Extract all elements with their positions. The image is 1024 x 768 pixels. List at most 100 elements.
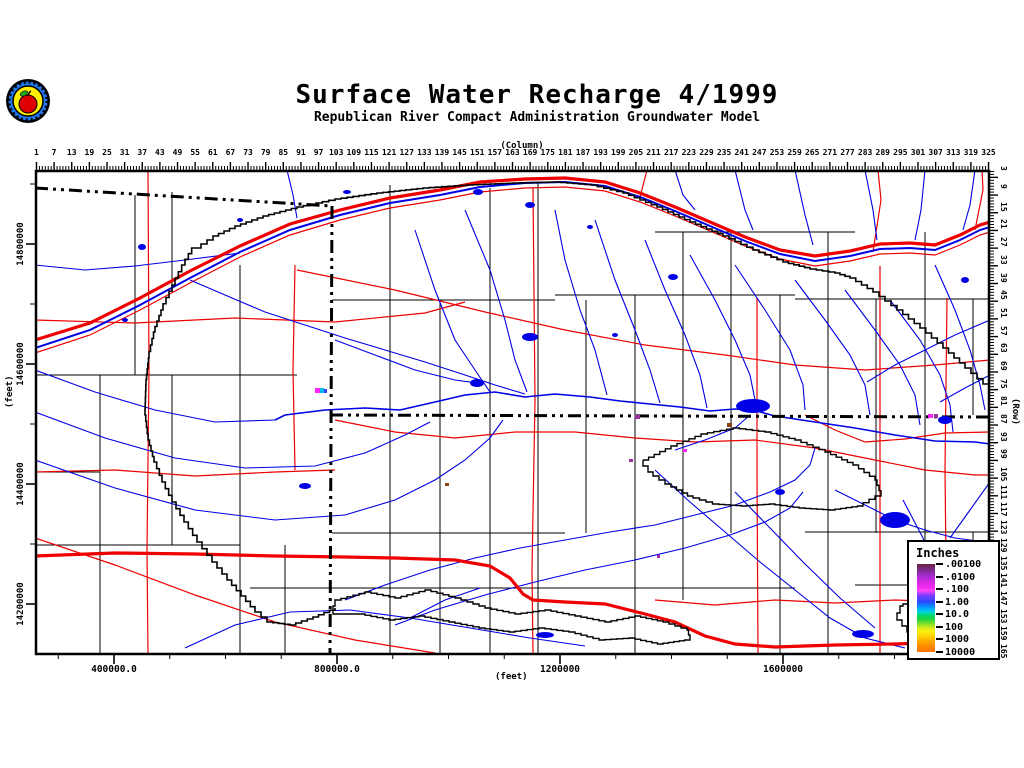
legend-entry-label: .100 [945, 584, 970, 596]
recharge-cell [657, 555, 660, 558]
legend-entry-label: 1000 [945, 634, 970, 646]
lake [938, 416, 952, 424]
column-tick-label: 133 [417, 148, 432, 157]
legend-tick [936, 563, 943, 565]
column-tick-label: 289 [875, 148, 890, 157]
column-tick-label: 265 [804, 148, 820, 157]
lake [612, 333, 618, 337]
rrca-apple-logo [5, 78, 51, 124]
streams [834, 489, 990, 543]
thin-highways [35, 469, 336, 477]
streams [394, 491, 804, 626]
column-tick-label: 103 [328, 148, 344, 157]
legend-tick [936, 575, 943, 578]
republican-river [274, 391, 990, 445]
lake [961, 277, 969, 283]
column-tick-label: 169 [522, 148, 538, 157]
streams [554, 209, 608, 396]
rrca-apple-logo-svg [6, 79, 50, 123]
lake [668, 274, 678, 280]
column-tick-label: 187 [575, 148, 591, 157]
streams [286, 170, 298, 219]
column-tick-label: 31 [119, 148, 130, 157]
column-tick-label: 271 [822, 148, 838, 157]
column-tick-label: 217 [663, 148, 679, 157]
column-tick-label: 205 [628, 148, 644, 157]
column-tick-label: 223 [681, 148, 697, 157]
platte-river [35, 180, 990, 349]
column-tick-label: 151 [470, 148, 485, 157]
streams [689, 254, 756, 401]
legend: Inches .00100.0100.100 1.00 10.0 100 1000 100… [907, 540, 1000, 660]
column-tick-label: 181 [558, 148, 573, 157]
thin-highways [296, 269, 990, 371]
legend-title: Inches [916, 546, 960, 560]
legend-tick [936, 625, 943, 628]
thin-highways [334, 419, 990, 476]
column-tick-label: 163 [505, 148, 520, 157]
lake [122, 318, 128, 322]
axis-ticks [26, 162, 998, 664]
column-tick-label: 307 [928, 148, 943, 157]
model-boundary-north [195, 181, 990, 390]
column-tick-label: 235 [716, 148, 732, 157]
streams [949, 481, 990, 539]
us36-highway [35, 551, 990, 649]
lake [736, 399, 770, 413]
streams [464, 209, 528, 393]
lake [343, 190, 351, 194]
legend-tick [936, 651, 943, 653]
thin-highways [146, 170, 150, 655]
thin-highways [35, 186, 990, 354]
state-border-40N [329, 413, 990, 419]
thin-highways [292, 264, 296, 471]
map-subtitle: Republican River Compact Administration … [313, 110, 761, 125]
column-tick-label: 277 [840, 148, 855, 157]
column-tick-label: 91 [296, 148, 306, 157]
streams [734, 170, 754, 231]
column-tick-label: 25 [102, 148, 112, 157]
column-tick-label: 97 [313, 148, 324, 157]
column-tick-label: 247 [752, 148, 767, 157]
streams [35, 369, 276, 423]
streams [674, 170, 696, 211]
streams [409, 587, 481, 619]
column-tick-label: 73 [243, 148, 253, 157]
streams [35, 252, 241, 271]
legend-entry-label: 100 [945, 621, 964, 633]
lake [852, 630, 874, 638]
streams [864, 170, 878, 241]
column-tick-label: 199 [611, 148, 626, 157]
bottom-tick-label: 1200000 [539, 664, 581, 675]
map-features [35, 170, 990, 655]
column-tick-label: 127 [399, 148, 414, 157]
row-tick-label: 165 [999, 644, 1008, 659]
streams [35, 419, 504, 521]
streams [914, 170, 926, 241]
column-tick-label: 241 [734, 148, 749, 157]
map-title: Surface Water Recharge 4/1999 [295, 80, 779, 110]
column-tick-label: 319 [963, 148, 979, 157]
thin-highways [531, 187, 536, 655]
lake [536, 632, 554, 638]
lake [237, 218, 243, 222]
column-tick-label: 49 [172, 148, 183, 157]
lake [473, 189, 483, 195]
column-axis-label: (Column) [500, 141, 544, 151]
column-tick-label: 61 [207, 148, 218, 157]
thin-highways [804, 414, 990, 443]
column-tick-label: 7 [51, 148, 57, 157]
recharge-cell [445, 483, 449, 486]
recharge-cell [324, 389, 327, 393]
column-tick-label: 67 [225, 148, 236, 157]
recharge-cell [727, 423, 732, 427]
column-tick-label: 157 [487, 148, 503, 157]
column-tick-label: 145 [452, 148, 467, 157]
model-boundary-west-south [144, 247, 336, 626]
bottom-tick-label: 1600000 [762, 664, 804, 675]
recharge-cell [934, 414, 938, 418]
streams [35, 411, 431, 469]
recharge-zone-outline-b [332, 589, 691, 645]
lake [775, 489, 785, 495]
